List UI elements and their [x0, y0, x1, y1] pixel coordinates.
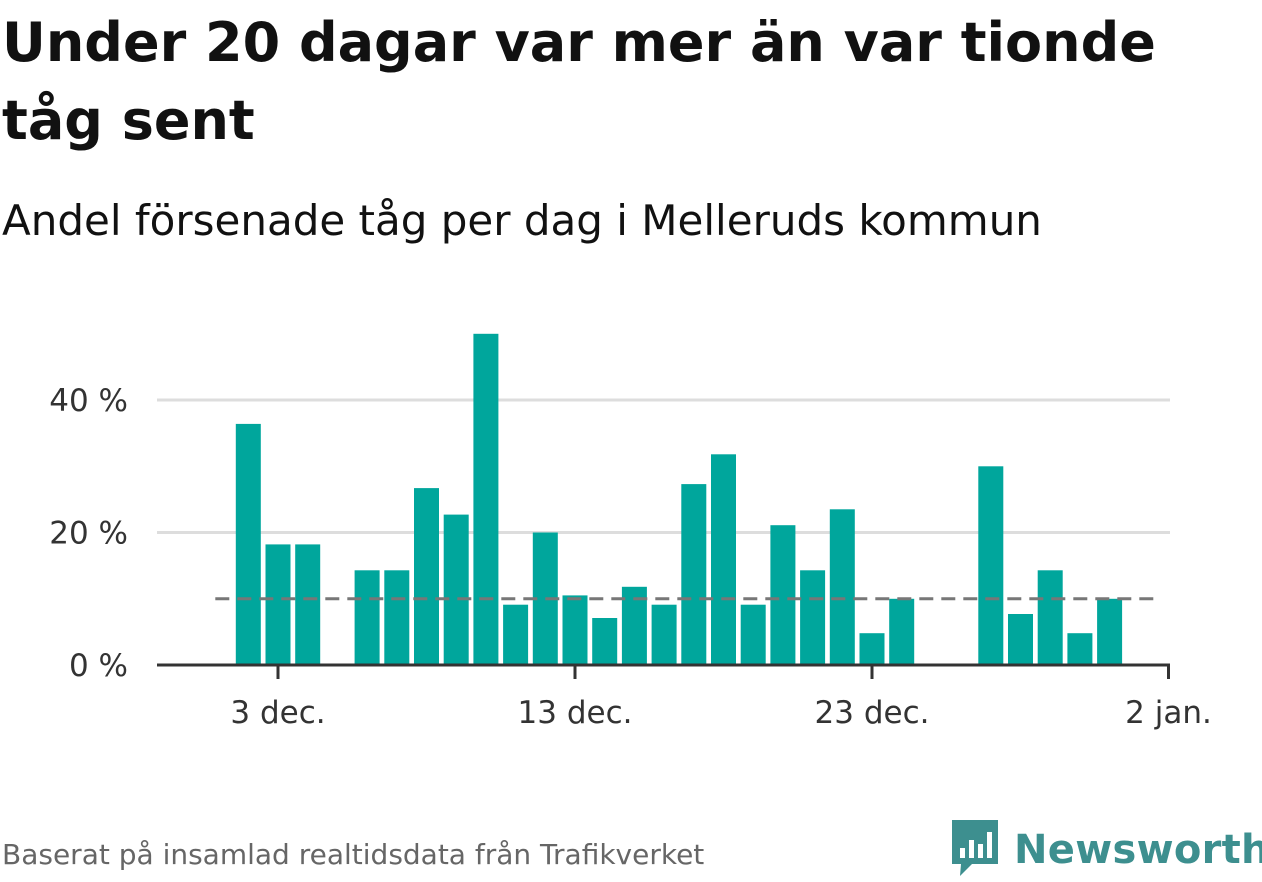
x-axis: [157, 663, 1170, 679]
bar: [503, 604, 529, 665]
newsworthy-logo-icon: [950, 818, 1000, 882]
gridlines: [157, 398, 1170, 534]
x-tick-label: 13 dec.: [518, 695, 633, 731]
bar: [859, 633, 885, 665]
x-tick-label: 23 dec.: [815, 695, 930, 731]
bar: [770, 525, 796, 665]
bar: [265, 544, 291, 665]
y-tick-label: 20 %: [49, 516, 128, 552]
bar: [1037, 570, 1063, 665]
bar: [1067, 633, 1093, 665]
bar: [651, 604, 677, 665]
bar: [592, 618, 618, 665]
bars: [235, 333, 1123, 666]
bar: [1097, 598, 1123, 666]
bar: [711, 454, 736, 665]
bar: [414, 488, 439, 665]
bar: [800, 570, 826, 665]
brand-logo[interactable]: Newsworthy: [950, 818, 1262, 882]
bar: [562, 595, 588, 665]
bar: [443, 514, 469, 665]
bar: [681, 484, 707, 665]
source-note: Baserat på insamlad realtidsdata från Tr…: [2, 838, 705, 871]
y-tick-label: 40 %: [49, 383, 128, 419]
bar: [829, 509, 855, 665]
y-axis-labels: 0 % 20 % 40 %: [49, 383, 128, 684]
x-tick-label: 3 dec.: [230, 695, 325, 731]
brand-name: Newsworthy: [1014, 827, 1262, 873]
bar: [978, 466, 1004, 666]
bar: [354, 570, 380, 665]
bar: [295, 544, 321, 665]
bar: [740, 604, 766, 665]
bar: [889, 598, 915, 666]
bar-chart: 0 % 20 % 40 % 3 dec. 13 dec. 23 dec. 2 jan.: [49, 333, 1212, 731]
x-tick-label: 2 jan.: [1125, 695, 1212, 731]
x-axis-labels: 3 dec. 13 dec. 23 dec. 2 jan.: [230, 695, 1211, 731]
chart-subtitle: Andel försenade tåg per dag i Melleruds …: [2, 196, 1042, 245]
bar: [1008, 614, 1033, 665]
chart-title: Under 20 dagar var mer än var tionde tåg…: [2, 11, 1156, 152]
bar: [235, 423, 261, 665]
bar: [473, 333, 499, 666]
y-tick-label: 0 %: [69, 648, 128, 684]
bar: [384, 570, 410, 665]
